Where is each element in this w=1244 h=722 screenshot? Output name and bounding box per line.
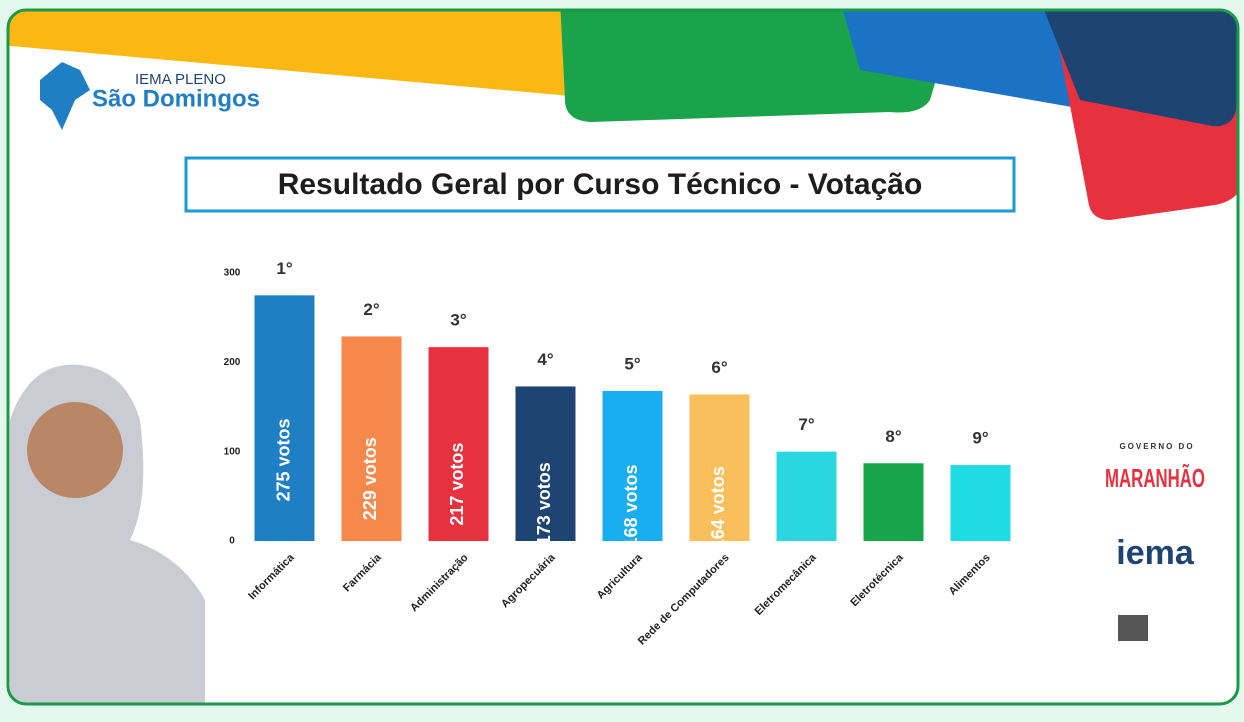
value-label: 275 votos — [273, 418, 293, 501]
logo-estado: MARANHÃO — [1105, 463, 1205, 493]
logo-governo: GOVERNO DO — [1119, 442, 1194, 451]
y-tick-label: 0 — [229, 536, 235, 547]
rank-label: 7° — [798, 415, 814, 434]
header-line2: São Domingos — [92, 85, 260, 112]
rank-label: 2° — [363, 300, 379, 319]
rank-label: 4° — [537, 350, 553, 369]
value-label: 217 votos — [447, 443, 467, 526]
photo-face — [27, 402, 123, 498]
y-tick-label: 100 — [224, 446, 241, 457]
page: IEMA PLENO São Domingos Resultado Geral … — [0, 0, 1244, 722]
y-tick-label: 300 — [224, 268, 241, 279]
value-label: 164 votos — [708, 466, 728, 549]
poster: IEMA PLENO São Domingos Resultado Geral … — [0, 0, 1244, 717]
rank-label: 3° — [450, 311, 466, 330]
bar — [864, 463, 924, 541]
value-label: 173 votos — [534, 462, 554, 545]
y-tick-label: 200 — [224, 357, 241, 368]
value-label: 229 votos — [360, 437, 380, 520]
rank-label: 8° — [885, 427, 901, 446]
logo-iema: iema — [1116, 534, 1195, 572]
rank-label: 5° — [624, 354, 640, 373]
rank-label: 6° — [711, 358, 727, 377]
value-label: 168 votos — [621, 464, 641, 547]
bar — [255, 295, 315, 541]
rank-label: 1° — [276, 259, 292, 278]
rank-label: 9° — [972, 429, 988, 448]
card: IEMA PLENO São Domingos Resultado Geral … — [0, 0, 1244, 704]
chart-title: Resultado Geral por Curso Técnico - Vota… — [278, 168, 923, 201]
bar — [951, 465, 1011, 541]
unesco-icon — [1118, 615, 1148, 641]
bar — [777, 452, 837, 541]
